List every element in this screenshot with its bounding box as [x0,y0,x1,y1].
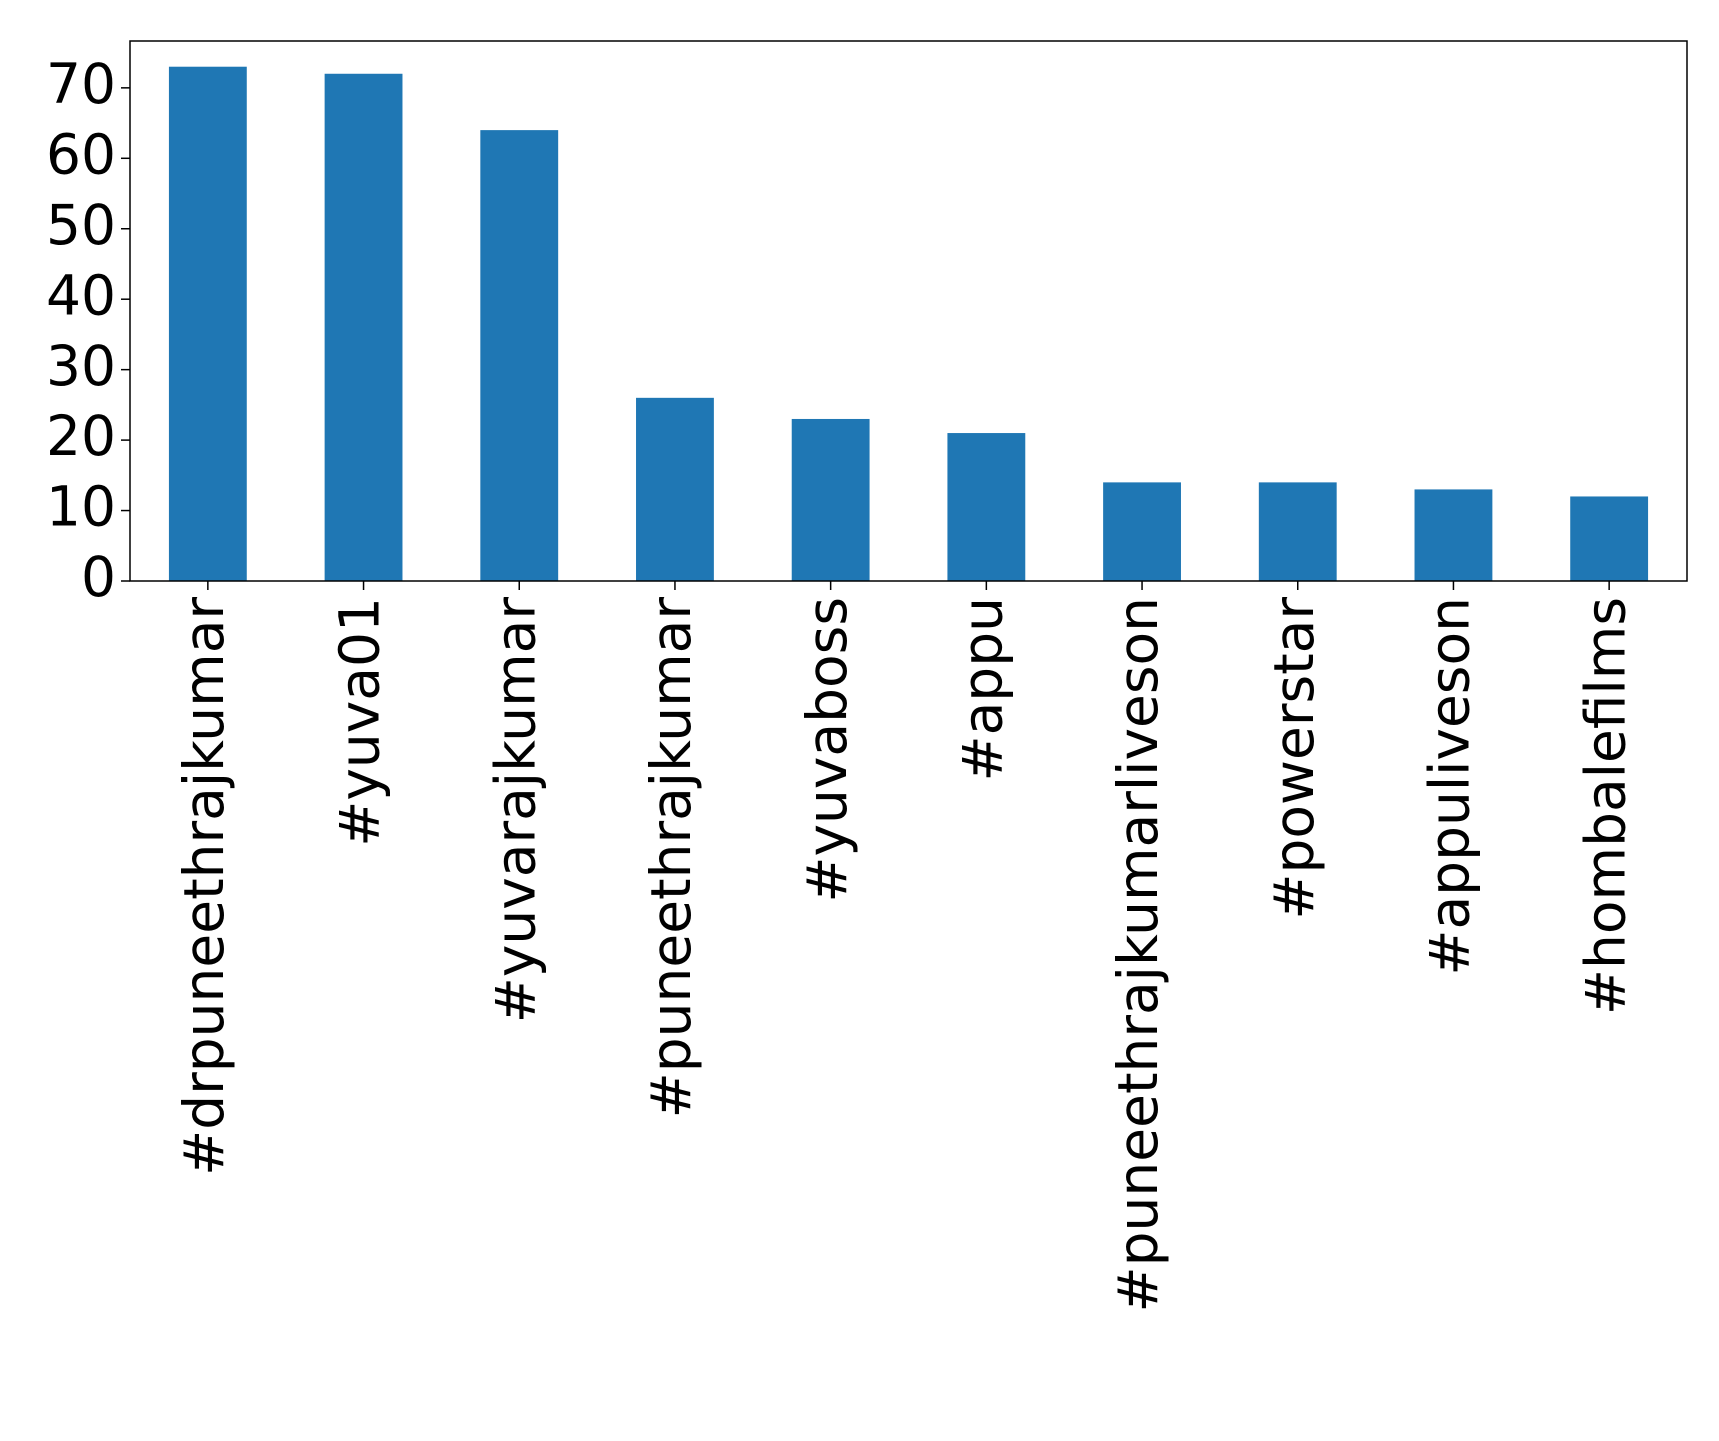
bar [1414,489,1493,581]
bar [947,433,1026,581]
x-tick-label: #hombalefilms [1573,597,1637,1015]
x-tick-label: #puneethrajkumarliveson [1106,597,1170,1312]
x-tick-label: #puneethrajkumar [639,597,703,1119]
x-tick-label: #powerstar [1262,597,1326,920]
y-tick-label: 40 [46,263,116,327]
bar [791,418,870,581]
y-tick-label: 70 [46,52,116,116]
bar [636,397,714,581]
x-tick-label: #drpuneethrajkumar [172,597,236,1176]
y-tick-label: 30 [46,334,116,398]
plot-frame [129,40,1688,582]
x-tick-label: #appu [950,597,1014,781]
y-tick-label: 50 [46,193,116,257]
bar [480,130,559,581]
x-tick-label: #yuvaboss [795,597,859,903]
bar [168,66,247,581]
x-tick-label: #yuva01 [328,597,392,847]
bar [1258,482,1337,581]
bar [1103,482,1181,581]
y-tick-label: 0 [81,545,116,609]
y-tick-label: 10 [46,475,116,539]
y-tick-label: 20 [46,404,116,468]
bar [1570,496,1649,581]
x-tick-label: #appuliveson [1418,597,1482,976]
y-tick-label: 60 [46,122,116,186]
bar [324,73,403,582]
x-tick-label: #yuvarajkumar [483,597,547,1024]
